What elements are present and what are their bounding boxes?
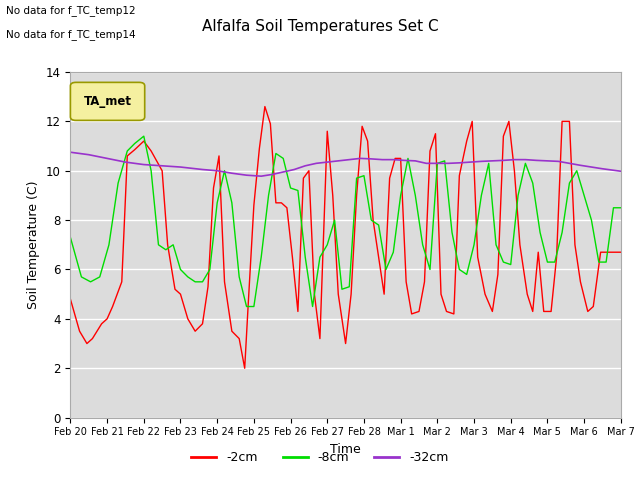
Legend: -2cm, -8cm, -32cm: -2cm, -8cm, -32cm [186, 446, 454, 469]
Text: No data for f_TC_temp14: No data for f_TC_temp14 [6, 29, 136, 40]
Text: No data for f_TC_temp12: No data for f_TC_temp12 [6, 5, 136, 16]
FancyBboxPatch shape [70, 83, 145, 120]
X-axis label: Time: Time [330, 443, 361, 456]
Text: TA_met: TA_met [84, 95, 132, 108]
Y-axis label: Soil Temperature (C): Soil Temperature (C) [27, 180, 40, 309]
Text: Alfalfa Soil Temperatures Set C: Alfalfa Soil Temperatures Set C [202, 19, 438, 34]
